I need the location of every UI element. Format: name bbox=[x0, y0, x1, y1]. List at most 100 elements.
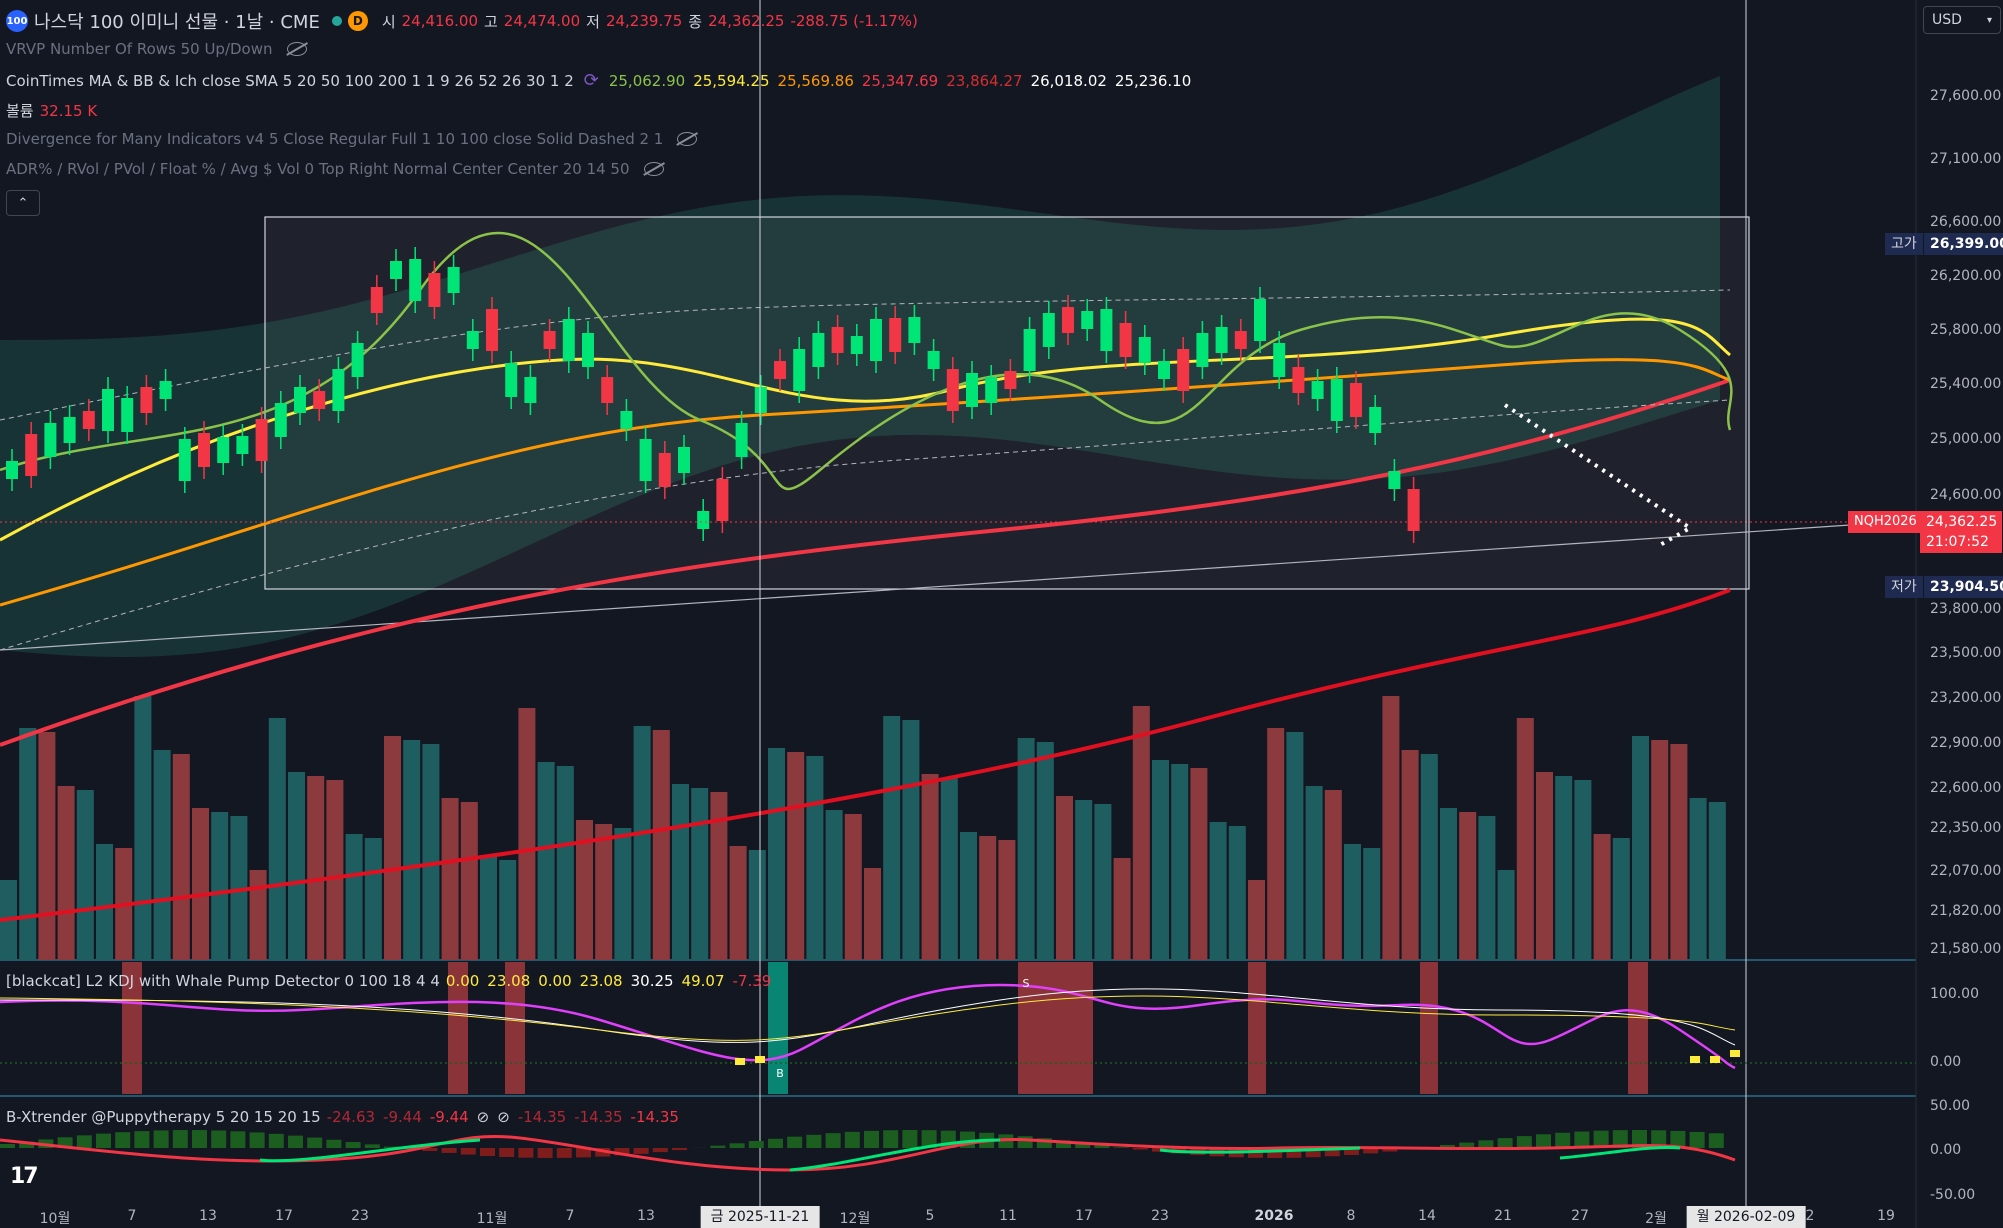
volume-bar bbox=[883, 716, 901, 960]
time-tick-label: 7 bbox=[127, 1208, 137, 1224]
candle-body bbox=[543, 331, 556, 349]
volume-bar bbox=[230, 816, 248, 960]
volume-bar bbox=[403, 740, 421, 960]
whale-dump-band bbox=[1248, 962, 1266, 1094]
hidden-eye-icon[interactable] bbox=[286, 42, 307, 56]
legend-value: 25,347.69 bbox=[861, 71, 939, 90]
candle-body bbox=[1350, 383, 1362, 417]
candle-body bbox=[409, 259, 422, 301]
sync-icon[interactable]: ⟳ bbox=[583, 70, 599, 91]
volume-bar bbox=[1056, 796, 1073, 960]
candle-body bbox=[524, 377, 537, 403]
divergence-legend[interactable]: Divergence for Many Indicators v4 5 Clos… bbox=[6, 130, 698, 148]
volume-bar bbox=[1305, 786, 1323, 960]
volume-bar bbox=[787, 752, 805, 960]
volume-bar bbox=[806, 756, 824, 960]
candle-body bbox=[793, 349, 806, 391]
hidden-eye-icon[interactable] bbox=[643, 162, 664, 176]
volume-title: 볼륨 bbox=[6, 102, 34, 120]
trendline bbox=[0, 524, 1851, 651]
price-tick-label: 22,900.00 bbox=[1930, 735, 2002, 751]
volume-bar bbox=[460, 802, 478, 960]
xtrender-histogram-bar bbox=[1574, 1131, 1590, 1148]
candle-body bbox=[639, 439, 652, 481]
xtrender-histogram-bar bbox=[480, 1148, 495, 1156]
kdj-legend[interactable]: [blackcat] L2 KDJ with Whale Pump Detect… bbox=[6, 972, 779, 990]
kdj-signal-block bbox=[1730, 1050, 1740, 1057]
volume-bar bbox=[1344, 844, 1361, 960]
xtrender-histogram-bar bbox=[1132, 1148, 1148, 1150]
time-tick-label: 2월 bbox=[1645, 1211, 1667, 1227]
xtrender-histogram-bar bbox=[326, 1139, 342, 1148]
volume-bar bbox=[1612, 838, 1630, 960]
price-tick-label: 23,800.00 bbox=[1930, 601, 2002, 617]
candle-body bbox=[505, 363, 518, 397]
volume-value: 32.15 K bbox=[39, 101, 98, 120]
xtrender-histogram-bar bbox=[307, 1137, 323, 1148]
candle-body bbox=[44, 423, 57, 457]
xtrender-histogram-bar bbox=[1363, 1148, 1379, 1154]
hidden-eye-icon[interactable] bbox=[677, 132, 698, 146]
interval-badge[interactable]: D bbox=[347, 11, 368, 31]
xtrender-histogram-bar bbox=[1555, 1132, 1571, 1148]
vrvp-legend[interactable]: VRVP Number Of Rows 50 Up/Down bbox=[6, 40, 307, 58]
candle-body bbox=[870, 319, 882, 361]
open-value: 24,416.00 bbox=[401, 12, 478, 30]
price-tick-label: 22,070.00 bbox=[1930, 863, 2002, 879]
currency-select[interactable]: USD ▾ bbox=[1923, 6, 2001, 34]
volume-legend[interactable]: 볼륨 32.15 K bbox=[6, 100, 97, 121]
xtrender-histogram-bar bbox=[844, 1131, 860, 1148]
legend-value: ⊘ bbox=[497, 1108, 510, 1126]
candle-body bbox=[946, 369, 959, 411]
xtrender-histogram-bar bbox=[57, 1137, 73, 1148]
candle-body bbox=[486, 309, 498, 351]
xtrender-histogram-bar bbox=[268, 1133, 284, 1148]
time-tick-label: 7 bbox=[565, 1208, 575, 1224]
ma-legend[interactable]: CoinTimes MA & BB & Ich close SMA 5 20 5… bbox=[6, 70, 1199, 91]
volume-bar bbox=[864, 868, 881, 960]
low-tag: 저가 bbox=[1885, 576, 1923, 598]
volume-bar bbox=[1708, 802, 1726, 960]
whale-dump-band bbox=[1420, 962, 1438, 1094]
volume-bar bbox=[1401, 750, 1419, 960]
time-tick-label: 13 bbox=[199, 1208, 217, 1224]
volume-bar bbox=[748, 850, 766, 960]
volume-bar bbox=[614, 828, 632, 960]
volume-bar bbox=[1363, 848, 1381, 960]
xtrender-histogram-bar bbox=[96, 1133, 111, 1148]
candle-body bbox=[754, 387, 767, 413]
candle-body bbox=[735, 423, 748, 457]
symbol-title[interactable]: 나스닥 100 이미니 선물 · 1날 · CME bbox=[34, 12, 320, 33]
sell-marker: S bbox=[1023, 977, 1030, 990]
time-tick-label: 23 bbox=[1151, 1208, 1169, 1224]
legend-value: 23,864.27 bbox=[946, 71, 1023, 90]
xtrender-histogram-bar bbox=[1017, 1136, 1033, 1148]
collapse-legend-button[interactable]: ⌃ bbox=[6, 190, 40, 216]
volume-bar bbox=[172, 754, 190, 960]
kdj-d-line bbox=[0, 988, 1736, 1046]
xtrender-histogram-bar bbox=[1536, 1134, 1551, 1148]
whale-pump-band bbox=[768, 962, 788, 1094]
symbol-legend: 100 나스닥 100 이미니 선물 · 1날 · CME D 시 24,416… bbox=[6, 8, 918, 34]
tradingview-logo-icon[interactable]: 17 bbox=[10, 1164, 39, 1189]
volume-bar bbox=[480, 856, 497, 960]
legend-value: 25,062.90 bbox=[608, 71, 686, 90]
legend-value: -24.63 bbox=[326, 1108, 376, 1126]
candle-body bbox=[1273, 343, 1286, 377]
volume-bar bbox=[1670, 744, 1688, 960]
xtrender-histogram-bar bbox=[288, 1135, 303, 1148]
xtrender-histogram-bar bbox=[825, 1133, 841, 1148]
xtrender-legend[interactable]: B-Xtrender @Puppytherapy 5 20 15 20 15 -… bbox=[6, 1108, 687, 1126]
time-tick-label: 2026 bbox=[1254, 1208, 1294, 1224]
adr-legend[interactable]: ADR% / RVol / PVol / Float % / Avg $ Vol… bbox=[6, 160, 664, 178]
close-value: 24,362.25 bbox=[708, 12, 785, 30]
price-tick-label: 22,600.00 bbox=[1930, 780, 2002, 796]
candle-body bbox=[812, 333, 825, 367]
candle-body bbox=[850, 336, 863, 354]
xtrender-histogram-bar bbox=[1056, 1140, 1071, 1148]
xtrender-histogram-bar bbox=[1651, 1130, 1667, 1148]
time-tick-label: 17 bbox=[1075, 1208, 1093, 1224]
candle-body bbox=[1407, 489, 1420, 531]
high-value: 24,474.00 bbox=[503, 12, 581, 30]
